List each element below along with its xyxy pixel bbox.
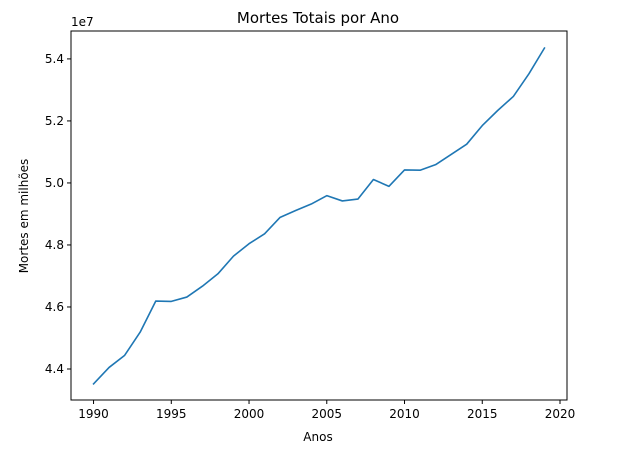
x-tick-label: 2005: [312, 407, 343, 421]
x-tick-label: 2010: [389, 407, 420, 421]
x-axis: 1990 1995 2000 2005 2010 2015 2020: [78, 400, 575, 421]
y-tick-label: 4.8: [45, 238, 64, 252]
x-tick-label: 2015: [467, 407, 498, 421]
y-tick-label: 5.0: [45, 176, 64, 190]
x-tick-label: 1990: [78, 407, 109, 421]
series-line-0: [92, 46, 546, 386]
x-tick-label: 2020: [545, 407, 576, 421]
y-offset-label: 1e7: [71, 15, 94, 29]
y-tick-label: 5.2: [45, 114, 64, 128]
plot-area: [92, 46, 546, 386]
y-axis: 4.4 4.6 4.8 5.0 5.2 5.4: [45, 52, 71, 376]
x-axis-label: Anos: [303, 430, 332, 444]
y-tick-label: 4.6: [45, 300, 64, 314]
y-axis-label: Mortes em milhões: [17, 159, 31, 274]
x-tick-label: 2000: [234, 407, 265, 421]
x-tick-label: 1995: [156, 407, 187, 421]
y-tick-label: 4.4: [45, 362, 64, 376]
axes-frame: [70, 30, 568, 401]
y-tick-label: 5.4: [45, 52, 64, 66]
chart-title: Mortes Totais por Ano: [237, 9, 399, 27]
